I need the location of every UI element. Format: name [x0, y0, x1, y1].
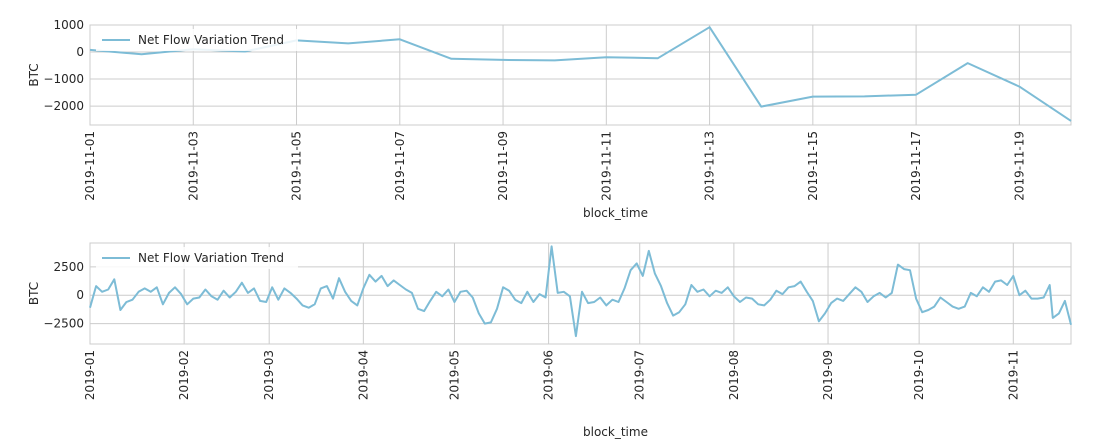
x-tick-label: 2019-04	[356, 350, 370, 400]
legend: Net Flow Variation Trend	[96, 29, 298, 51]
y-tick-label: −2500	[43, 317, 84, 331]
x-tick-label: 2019-08	[727, 350, 741, 400]
x-tick-label: 2019-07	[633, 350, 647, 400]
x-axis-label: block_time	[583, 425, 648, 439]
x-tick-label: 2019-06	[542, 350, 556, 400]
x-tick-label: 2019-11-05	[290, 131, 304, 201]
x-tick-label: 2019-11-09	[496, 131, 510, 201]
x-tick-label: 2019-03	[262, 350, 276, 400]
x-tick-label: 2019-05	[447, 350, 461, 400]
plot-frame	[89, 24, 1072, 126]
y-axis-label: BTC	[27, 63, 41, 86]
legend-label: Net Flow Variation Trend	[138, 251, 284, 265]
legend-box	[96, 247, 298, 269]
chart-net-flow-year: 2500 0 −2500 2019-01 2019-02 2019-03 2019-04 20…	[27, 242, 1072, 439]
chart-net-flow-nov: 1000 0 −1000 −2000 2019-11-01 2019-11-03 2019-…	[27, 18, 1072, 220]
x-tick-label: 2019-11-17	[909, 131, 923, 201]
plot-frame	[89, 242, 1072, 345]
x-tick-label: 2019-11-03	[186, 131, 200, 201]
x-tick-label: 2019-11-13	[703, 131, 717, 201]
x-tick-label: 2019-11-19	[1012, 131, 1026, 201]
x-tick-label: 2019-11-11	[599, 131, 613, 201]
x-tick-label: 2019-02	[177, 350, 191, 400]
legend-box	[96, 29, 298, 51]
y-tick-label: −1000	[43, 72, 84, 86]
y-tick-label: −2000	[43, 99, 84, 113]
x-tick-label: 2019-11-07	[393, 131, 407, 201]
y-axis-label: BTC	[27, 282, 41, 305]
y-tick-label: 2500	[53, 260, 84, 274]
y-tick-label: 0	[76, 288, 84, 302]
x-tick-label: 2019-11-01	[83, 131, 97, 201]
x-tick-label: 2019-11-15	[806, 131, 820, 201]
y-tick-label: 1000	[53, 18, 84, 32]
x-tick-label: 2019-10	[912, 350, 926, 400]
x-tick-label: 2019-11	[1006, 350, 1020, 400]
y-tick-label: 0	[76, 45, 84, 59]
legend: Net Flow Variation Trend	[96, 247, 298, 269]
x-tick-label: 2019-01	[83, 350, 97, 400]
series-line-net-flow	[89, 245, 1072, 338]
x-axis-label: block_time	[583, 206, 648, 220]
x-tick-label: 2019-09	[821, 350, 835, 400]
legend-label: Net Flow Variation Trend	[138, 33, 284, 47]
